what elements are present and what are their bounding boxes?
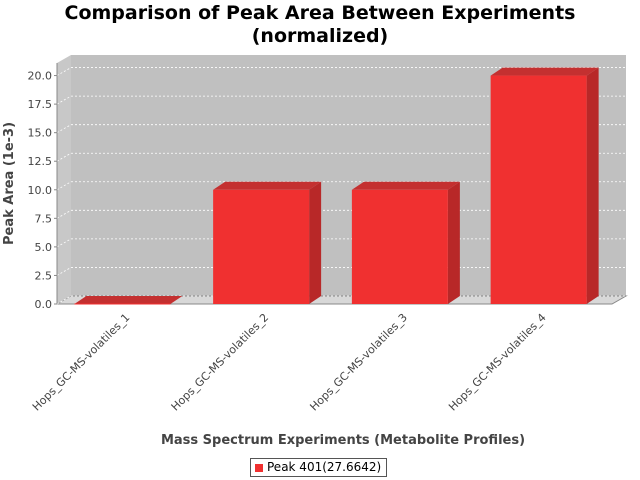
bar: [351, 189, 448, 304]
bar-top: [213, 181, 322, 190]
chart-title-line-2: (normalized): [251, 25, 389, 47]
gridline-diagonal: [56, 267, 72, 276]
y-tick-label: 15.0: [28, 127, 53, 140]
bar-side: [447, 181, 460, 304]
y-tick-label: 7.5: [35, 212, 53, 225]
bar-side: [586, 67, 599, 304]
y-tick-label: 17.5: [28, 98, 53, 111]
bar: [213, 189, 310, 304]
y-tick-label: 2.5: [35, 269, 53, 282]
gridline-diagonal: [56, 124, 72, 134]
chart-title: Comparison of Peak Area Between Experime…: [0, 2, 640, 48]
gridline-diagonal: [56, 67, 72, 76]
gridline-diagonal: [56, 238, 72, 248]
gridline-diagonal: [56, 209, 72, 219]
y-axis-title: Peak Area (1e-3): [2, 122, 17, 245]
legend-label: Peak 401(27.6642): [267, 460, 382, 474]
y-tick-label: 5.0: [35, 241, 53, 254]
gridline-diagonal: [56, 181, 72, 191]
bar: [74, 303, 171, 305]
bar-top: [74, 296, 183, 304]
gridline-diagonal: [56, 95, 72, 105]
legend: Peak 401(27.6642): [250, 458, 388, 477]
y-tick-label: 0.0: [35, 298, 53, 311]
y-tick-label: 12.5: [28, 155, 53, 168]
gridline-diagonal: [56, 295, 72, 305]
x-tick-label: Hops_GC-MS-volatiles_1: [30, 311, 133, 414]
bar: [490, 75, 587, 304]
y-tick-label: 20.0: [28, 70, 53, 83]
gridline-diagonal: [56, 152, 72, 162]
x-tick-label: Hops_GC-MS-volatiles_2: [169, 311, 272, 414]
x-tick-label: Hops_GC-MS-volatiles_3: [307, 311, 410, 414]
bar-top: [351, 181, 460, 190]
bar-top: [490, 67, 599, 76]
x-axis-title: Mass Spectrum Experiments (Metabolite Pr…: [161, 433, 525, 448]
y-tick-label: 10.0: [28, 184, 53, 197]
plot-left-wall: [57, 55, 71, 304]
bar-side: [309, 181, 322, 304]
x-tick-label: Hops_GC-MS-volatiles_4: [446, 311, 549, 414]
chart-title-line-1: Comparison of Peak Area Between Experime…: [64, 2, 576, 24]
legend-swatch: [255, 463, 263, 472]
